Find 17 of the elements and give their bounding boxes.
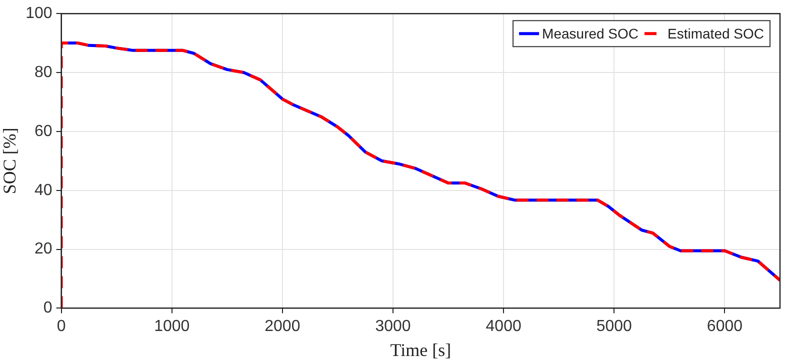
y-tick-label: 60	[34, 122, 52, 140]
x-axis-title: Time [s]	[390, 340, 452, 360]
x-tick-label: 3000	[375, 318, 411, 336]
x-tick-label: 6000	[706, 318, 743, 336]
y-tick-label: 40	[34, 182, 52, 199]
x-tick-label: 4000	[486, 318, 522, 336]
x-tick-label: 1000	[154, 318, 190, 336]
x-tick-label: 5000	[596, 318, 632, 336]
x-tick-label: 2000	[264, 318, 300, 336]
legend-label: Measured SOC	[542, 25, 639, 42]
y-tick-label: 20	[34, 240, 52, 258]
y-tick-label: 100	[26, 5, 52, 22]
x-tick-label: 0	[56, 318, 66, 336]
y-tick-label: 0	[43, 300, 52, 317]
y-tick-label: 80	[34, 64, 52, 81]
legend-label: Estimated SOC	[668, 25, 764, 42]
y-axis-title: SOC [%]	[0, 128, 20, 194]
